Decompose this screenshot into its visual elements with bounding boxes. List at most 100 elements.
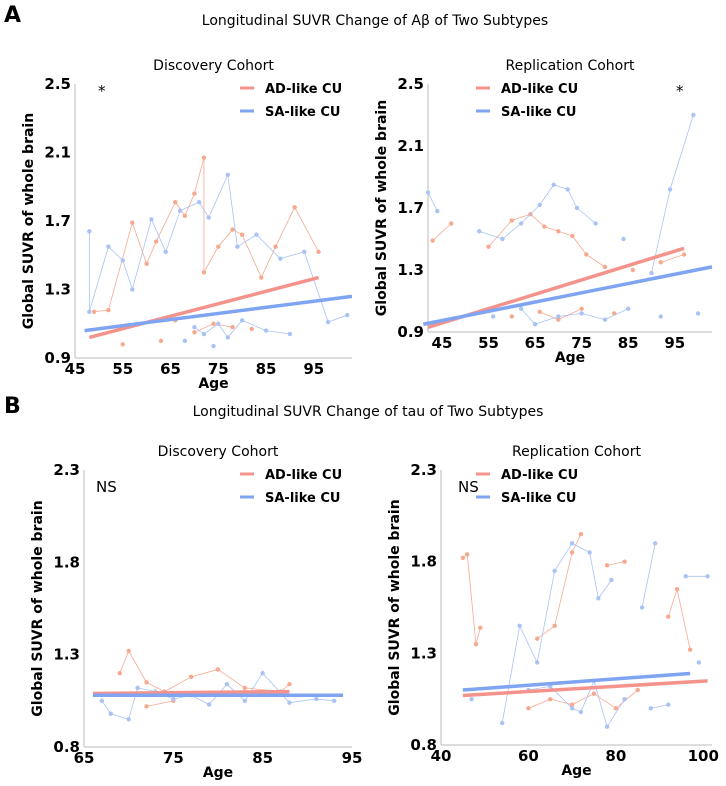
x-tick-label: 40 xyxy=(431,747,452,765)
data-point xyxy=(674,586,680,592)
x-tick-label: 100 xyxy=(688,747,719,765)
trajectory-line xyxy=(558,230,573,237)
data-point xyxy=(216,321,221,326)
y-tick-label: 1.8 xyxy=(410,553,437,571)
x-tick-label: 60 xyxy=(518,747,539,765)
data-point xyxy=(189,674,194,680)
data-point xyxy=(144,261,149,267)
trajectory-line xyxy=(650,704,669,709)
trajectory-line xyxy=(641,543,656,608)
trajectory-line xyxy=(567,189,578,209)
data-point xyxy=(201,331,207,337)
x-tick-label: 65 xyxy=(525,334,546,352)
data-point xyxy=(177,208,183,213)
data-point xyxy=(584,252,589,257)
trajectory-line xyxy=(94,309,109,313)
trajectory-line xyxy=(530,213,545,227)
y-tick-label: 1.7 xyxy=(397,199,424,217)
data-point xyxy=(509,314,515,319)
data-point xyxy=(235,244,240,249)
trajectory-line xyxy=(572,235,587,255)
data-point xyxy=(126,648,131,654)
y-axis-label: Global SUVR of whole brain xyxy=(387,499,403,715)
data-point xyxy=(287,700,292,705)
data-point xyxy=(425,190,431,195)
trajectory-line xyxy=(227,320,243,338)
x-tick-label: 85 xyxy=(252,749,273,767)
data-point xyxy=(518,306,524,311)
trajectory-line xyxy=(502,223,522,240)
data-point xyxy=(224,682,230,687)
data-point xyxy=(622,696,627,702)
data-point xyxy=(331,698,337,704)
trajectory-line xyxy=(303,251,329,323)
trajectory-line xyxy=(432,223,452,241)
data-point xyxy=(517,623,522,629)
y-tick-label: 2.1 xyxy=(44,144,71,162)
trajectory-line xyxy=(217,323,229,338)
data-point xyxy=(435,208,440,214)
data-point xyxy=(635,687,640,693)
significance-annotation: NS xyxy=(96,478,117,496)
trajectory-line xyxy=(316,698,335,702)
trajectory-line xyxy=(520,308,536,325)
trajectory-line xyxy=(511,213,531,221)
trajectory-line xyxy=(427,192,438,212)
trajectory-line xyxy=(137,687,156,692)
data-point xyxy=(149,217,154,222)
data-point xyxy=(621,236,626,242)
trajectory-line xyxy=(265,330,290,335)
data-point xyxy=(658,314,663,319)
data-point xyxy=(542,224,547,229)
data-point xyxy=(591,691,597,696)
trajectory-line xyxy=(108,222,133,311)
data-point xyxy=(613,706,619,711)
data-point xyxy=(216,244,221,249)
trajectory-line xyxy=(488,220,513,248)
data-point xyxy=(609,577,614,583)
trajectory-line xyxy=(676,589,691,650)
trajectory-line xyxy=(101,700,112,714)
data-point xyxy=(569,541,575,546)
data-point xyxy=(144,704,149,709)
trajectory-line xyxy=(528,685,551,691)
trajectory-line xyxy=(110,713,129,720)
trajectory-line xyxy=(203,246,219,273)
trajectory-line xyxy=(558,313,582,317)
trajectory-line xyxy=(217,669,246,689)
trajectory-line xyxy=(165,210,181,252)
data-point xyxy=(537,309,542,315)
trajectory-line xyxy=(128,650,147,683)
chart-panel-3: Discovery Cohort 65 75 85 95 0.8 1.3 1.8 2.3 Age G… xyxy=(30,444,362,781)
data-point xyxy=(552,623,557,629)
data-point xyxy=(681,252,687,257)
data-point xyxy=(658,260,663,265)
x-tick-label: 95 xyxy=(342,749,363,767)
data-point xyxy=(171,696,176,702)
data-point xyxy=(652,541,658,546)
data-point xyxy=(569,550,575,555)
data-point xyxy=(106,244,111,249)
y-tick-label: 0.9 xyxy=(44,349,71,367)
legend-label: AD-like CU xyxy=(265,468,342,483)
data-point xyxy=(225,172,231,177)
data-point xyxy=(325,319,331,325)
data-point xyxy=(87,309,92,314)
y-tick-label: 0.8 xyxy=(410,736,437,754)
data-point xyxy=(579,311,584,316)
legend-label: SA-like CU xyxy=(501,105,576,120)
trajectory-line xyxy=(256,234,281,259)
trajectory-line xyxy=(475,627,481,645)
panel-letter-b: B xyxy=(4,394,21,419)
data-point xyxy=(604,563,610,568)
data-point xyxy=(532,322,538,327)
x-tick-label: 45 xyxy=(65,360,86,378)
data-point xyxy=(182,338,188,344)
trajectory-line xyxy=(606,698,625,727)
data-point xyxy=(120,258,125,263)
trajectory-line xyxy=(184,193,195,217)
data-point xyxy=(192,191,197,196)
trajectory-line xyxy=(466,554,477,645)
trajectory-line xyxy=(571,542,590,553)
